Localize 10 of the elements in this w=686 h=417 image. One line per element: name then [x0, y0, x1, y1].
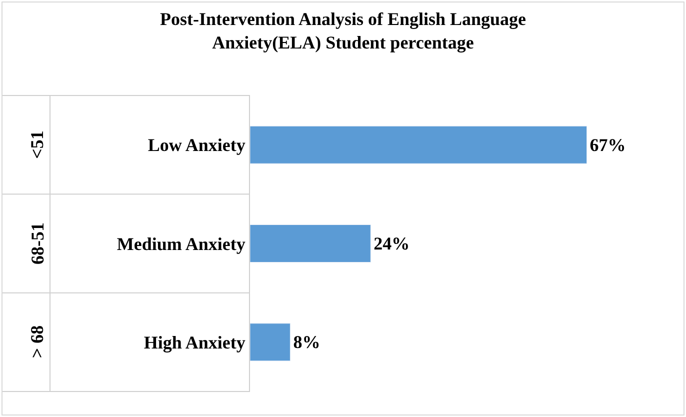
data-label: 24%: [374, 234, 410, 254]
chart-title: Post-Intervention Analysis of English Language Anxiety(ELA) Student percentage: [160, 9, 526, 52]
text: 68-51: [28, 222, 48, 264]
data-label: 8%: [293, 332, 320, 352]
y-tick-label: High Anxiety: [144, 332, 246, 352]
y-tick-label: Medium Anxiety: [116, 234, 246, 254]
text: > 68: [26, 325, 47, 358]
data-label: 67%: [590, 134, 626, 155]
y-tick-label: Low Anxiety: [148, 135, 246, 156]
text: <51: [27, 130, 48, 159]
